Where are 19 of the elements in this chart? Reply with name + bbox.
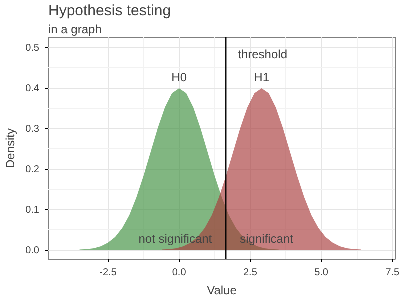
x-tick-label: 5.0 (314, 268, 329, 278)
annotation: significant (240, 232, 294, 246)
chart-subtitle: in a graph (48, 22, 102, 36)
x-tick-label: 7.5 (386, 268, 400, 278)
y-axis-title: Density (4, 128, 18, 169)
y-tick-label: 0.2 (26, 164, 40, 176)
series-label: H0 (172, 70, 188, 85)
x-tick-label: 2.5 (243, 268, 258, 278)
y-tick-label: 0.5 (26, 43, 40, 54)
y-tick-label: 0.1 (26, 205, 40, 216)
y-tick-label: 0.4 (26, 84, 40, 95)
x-axis-title: Value (207, 284, 238, 298)
chart-title: Hypothesis testing (48, 2, 172, 20)
x-tick-label: 0.0 (172, 268, 187, 278)
ref-line-label: threshold (238, 48, 288, 62)
y-tick-label: 0.3 (26, 124, 40, 136)
y-tick-label: 0.0 (26, 246, 40, 257)
x-tick-label: -2.5 (100, 268, 118, 278)
series-label: H1 (254, 70, 270, 85)
